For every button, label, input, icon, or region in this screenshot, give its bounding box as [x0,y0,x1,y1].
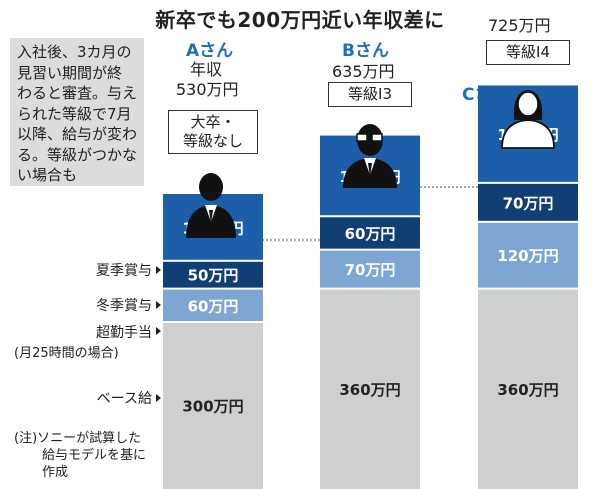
bar-separator [478,181,578,184]
bar-label-a-base: 300万円 [182,398,243,416]
footnote-line: (注)ソニーが試算した [14,431,142,446]
chart-title: 新卒でも200万円近い年収差に [155,8,445,32]
bar-label-c-base: 360万円 [497,381,558,399]
person-b-grade-box: 等級I3 [328,82,412,107]
footnote-line: 作成 [42,465,69,480]
row-label-overtime-note: (月25時間の場合) [14,346,119,361]
note-line: 見習い期間が終 [17,63,123,82]
footnote-line: 給与モデルを基に [42,448,147,463]
person-b-income: 635万円 [332,62,395,81]
bar-a-winter [163,260,263,289]
bar-b-base [320,288,420,489]
bar-a-base [163,322,263,489]
bar-separator [320,287,420,290]
person-a-name: Aさん [186,41,234,61]
bar-b-overtime [320,249,420,289]
row-label-summer: 夏季賞与 [96,263,152,279]
bar-label-a-winter: 50万円 [188,267,239,285]
explanation-note: 入社後、3カ月の 見習い期間が終 わると審査。与え られた等級で7月 以降、給与… [10,38,144,186]
bar-b-winter [320,216,420,250]
bar-label-b-overtime: 70万円 [345,261,396,279]
person-c-grade-box: 等級I4 [486,40,570,65]
note-line: 入社後、3カ月の [17,43,132,61]
bar-separator [320,215,420,218]
note-line: い場合も [17,166,78,184]
bar-c-base [478,288,578,489]
bar-c-overtime [478,221,578,289]
person-b-figure-icon [343,124,397,188]
row-label-winter: 冬季賞与 [96,298,152,314]
row-label-base: ベース給 [96,391,152,407]
bar-separator [320,248,420,251]
bar-label-b-winter: 60万円 [345,225,396,243]
arrow-summer-icon [156,266,161,274]
person-b-grade-line: 等級I3 [348,85,392,103]
person-c-figure-icon [501,90,555,149]
bar-label-a-overtime: 60万円 [188,297,239,315]
note-line: られた等級で7月 [17,104,132,123]
person-c-income: 725万円 [488,16,551,35]
person-a-grade-box: 大卒・ 等級なし [168,110,258,154]
bar-separator [163,259,263,262]
bar-c-winter [478,182,578,222]
person-a-grade-line: 等級なし [182,132,243,150]
bar-separator [478,220,578,223]
person-a-income: 530万円 [176,80,239,99]
arrow-winter-icon [156,301,161,309]
bar-label-c-winter: 70万円 [503,194,554,212]
row-label-overtime: 超勤手当 [96,325,152,341]
person-a-grade-line: 大卒・ [190,113,236,131]
note-line: わると審査。与え [17,84,138,102]
bar-separator [163,321,263,324]
bars-layer: 300万円60万円50万円120万円360万円70万円60万円145万円360万… [163,85,578,489]
bar-a-overtime [163,288,263,323]
note-line: 以降、給与が変わ [17,125,138,143]
bar-label-c-overtime: 120万円 [497,247,558,265]
footnote: (注)ソニーが試算した 給与モデルを基に 作成 [14,430,146,481]
note-line: る。等級がつかな [17,145,138,164]
arrow-overtime-icon [156,327,161,335]
bar-separator [478,287,578,290]
person-a-figure-icon [186,173,236,238]
person-c-grade-line: 等級I4 [506,43,550,61]
bar-separator [163,287,263,290]
person-a-income-label: 年収 [190,60,223,79]
arrow-base-icon [156,394,161,402]
person-b-name: Bさん [342,41,389,61]
bar-label-b-base: 360万円 [339,381,400,399]
